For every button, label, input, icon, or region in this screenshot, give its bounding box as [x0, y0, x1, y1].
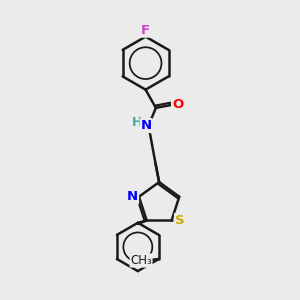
Text: CH₃: CH₃ — [130, 254, 152, 267]
Text: F: F — [141, 24, 150, 37]
Text: O: O — [172, 98, 183, 111]
Text: N: N — [127, 190, 138, 203]
Text: N: N — [141, 119, 152, 132]
Text: S: S — [175, 214, 184, 227]
Text: H: H — [132, 116, 142, 129]
